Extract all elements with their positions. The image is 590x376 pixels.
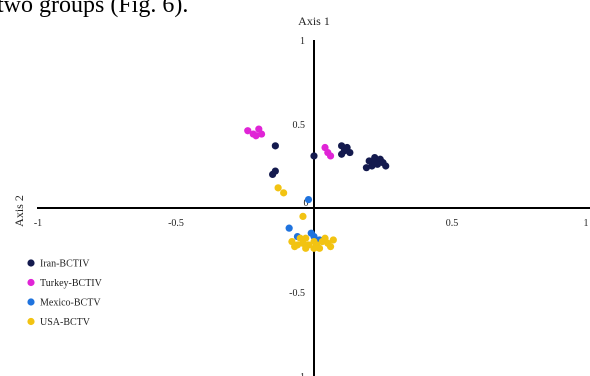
data-point	[307, 229, 315, 237]
data-point	[321, 234, 329, 242]
data-point	[302, 234, 310, 242]
data-point	[280, 189, 288, 197]
data-point	[371, 154, 379, 162]
data-point	[244, 127, 252, 135]
legend-label: Mexico-BCTV	[40, 298, 101, 309]
legend-label: USA-BCTV	[40, 317, 91, 328]
data-point	[324, 148, 332, 157]
data-point	[252, 132, 260, 140]
caption-fragment: two groups (Fig. 6).	[0, 0, 189, 18]
data-point	[315, 244, 324, 252]
y-tick-label: 1	[300, 36, 305, 47]
data-point	[329, 236, 337, 244]
x-tick-label: 0.5	[446, 218, 459, 229]
data-point	[346, 148, 354, 157]
data-point	[257, 130, 266, 138]
y-tick-label: 0.5	[293, 120, 306, 131]
legend-marker	[27, 278, 35, 287]
legend-marker	[27, 298, 35, 306]
x-tick-label: 0	[304, 198, 309, 209]
legend-label: Iran-BCTIV	[40, 259, 90, 270]
data-point	[296, 234, 304, 242]
axis-2-title: Axis 2	[12, 195, 26, 227]
y-tick-label: -1	[297, 372, 305, 376]
data-point	[291, 243, 299, 251]
data-point	[310, 244, 318, 252]
data-point	[304, 196, 313, 204]
data-point	[271, 142, 279, 150]
data-point	[302, 244, 310, 252]
x-tick-label: -1	[34, 218, 42, 229]
axis-1-title: Axis 1	[298, 14, 330, 28]
data-point	[274, 184, 282, 192]
data-point	[382, 162, 390, 170]
x-tick-label: 1	[584, 218, 589, 229]
data-point	[269, 170, 277, 178]
data-point	[285, 224, 293, 232]
legend-marker	[27, 259, 35, 267]
data-point	[371, 159, 379, 167]
data-point	[299, 212, 307, 220]
data-point	[326, 243, 335, 251]
legend-marker	[27, 317, 35, 326]
data-point	[310, 152, 318, 160]
data-point	[362, 164, 371, 172]
x-tick-label: -0.5	[168, 218, 184, 229]
legend-label: Turkey-BCTIV	[40, 278, 103, 289]
data-point	[338, 150, 346, 158]
y-tick-label: -0.5	[289, 288, 305, 299]
